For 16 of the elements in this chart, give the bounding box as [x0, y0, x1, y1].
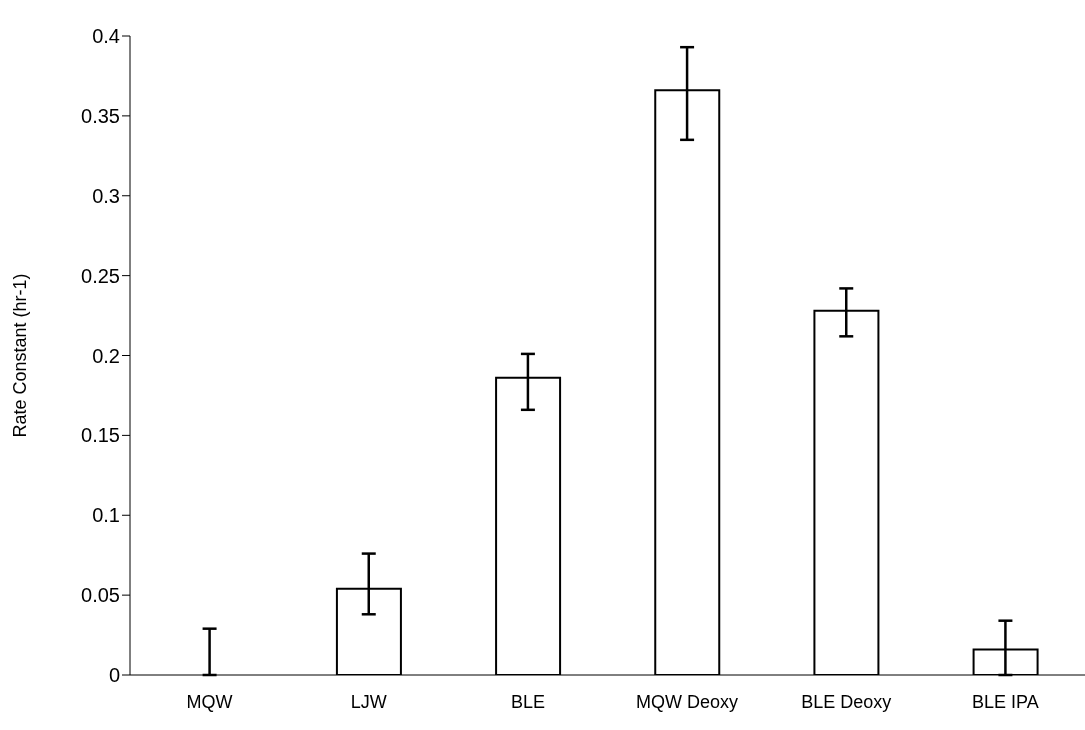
- x-tick-label: LJW: [350, 691, 387, 712]
- y-tick-label: 0.25: [81, 264, 120, 287]
- x-tick-label: MQW: [186, 691, 233, 712]
- y-tick-label: 0.35: [81, 104, 120, 127]
- y-tick-label: 0.3: [92, 184, 120, 207]
- y-axis-title: Rate Constant (hr-1): [10, 273, 31, 438]
- x-tick-label: BLE: [510, 691, 545, 712]
- y-tick-label: 0.05: [81, 584, 120, 607]
- y-tick-label: 0.15: [81, 424, 120, 447]
- x-tick-label: MQW Deoxy: [636, 691, 739, 712]
- x-tick-label: BLE IPA: [972, 691, 1039, 712]
- x-tick-label: BLE Deoxy: [801, 691, 892, 712]
- y-tick-label: 0.2: [92, 344, 120, 367]
- y-tick-label: 0.4: [92, 25, 120, 48]
- y-tick-label: 0.1: [92, 504, 120, 527]
- y-tick-label: 0: [108, 664, 120, 687]
